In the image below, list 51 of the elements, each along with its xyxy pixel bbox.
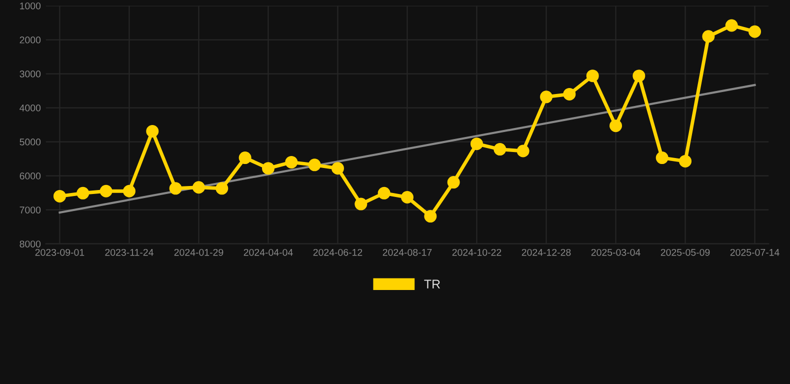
x-tick-label: 2024-06-12 xyxy=(313,248,362,256)
y-tick-label: 6000 xyxy=(20,172,41,180)
point xyxy=(285,156,298,168)
legend-label: TR xyxy=(424,280,440,288)
point xyxy=(632,70,646,82)
x-tick-label: 2025-03-04 xyxy=(591,248,640,256)
x-tick-label: 2024-01-29 xyxy=(174,248,224,256)
point xyxy=(192,181,205,194)
point xyxy=(400,190,414,204)
point xyxy=(447,176,460,189)
y-tick-label: 7000 xyxy=(20,206,41,214)
point xyxy=(679,154,692,168)
point xyxy=(308,158,321,172)
x-tick-label: 2025-05-09 xyxy=(660,248,710,256)
point xyxy=(378,186,390,200)
point xyxy=(76,186,90,200)
x-tick-label: 2025-07-14 xyxy=(730,248,780,256)
x-tick-label: 2024-12-28 xyxy=(522,248,571,256)
point xyxy=(610,120,622,132)
point xyxy=(494,143,506,156)
y-tick-label: 8000 xyxy=(20,240,41,248)
point xyxy=(53,190,66,202)
point xyxy=(238,152,252,164)
point xyxy=(748,25,762,38)
x-tick-label: 2023-11-24 xyxy=(105,248,154,256)
point xyxy=(354,198,368,210)
point xyxy=(262,162,274,175)
point xyxy=(702,30,715,43)
point xyxy=(122,184,136,198)
y-tick-label: 3000 xyxy=(20,70,41,78)
point xyxy=(100,184,112,198)
point xyxy=(169,182,182,195)
x-tick-label: 2023-09-01 xyxy=(35,248,84,256)
point xyxy=(563,88,576,100)
y-tick-label: 1000 xyxy=(20,2,41,10)
point xyxy=(586,70,599,82)
x-tick-label: 2024-10-22 xyxy=(452,248,502,256)
point xyxy=(656,152,668,164)
point xyxy=(470,138,483,150)
point xyxy=(540,90,553,104)
y-tick-label: 5000 xyxy=(20,138,41,146)
x-tick-label: 2024-04-04 xyxy=(244,248,293,256)
point xyxy=(725,19,738,32)
y-tick-label: 4000 xyxy=(20,104,41,112)
point xyxy=(146,125,159,138)
point xyxy=(424,210,437,223)
x-tick-label: 2024-08-17 xyxy=(382,248,432,256)
y-tick-label: 2000 xyxy=(20,36,41,44)
point xyxy=(516,144,530,158)
point xyxy=(216,182,228,195)
point xyxy=(331,162,344,175)
